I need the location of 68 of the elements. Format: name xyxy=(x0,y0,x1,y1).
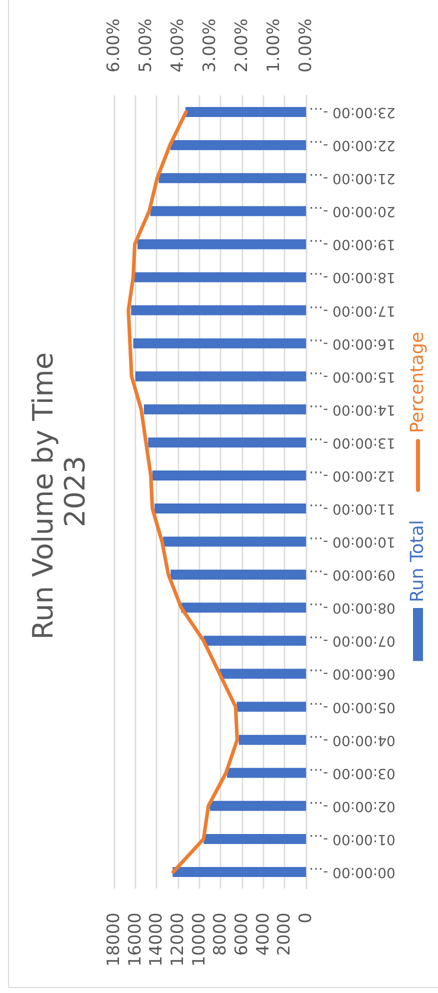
text: Run Volume by Time 2023 xyxy=(26,343,92,640)
y-tick-label: 10:00:00 -… xyxy=(309,534,396,550)
bar xyxy=(150,206,306,216)
bar xyxy=(185,107,306,118)
bar xyxy=(152,470,306,480)
x2-tick-label: 5.00% xyxy=(136,18,156,72)
y-tick-label: 12:00:00 -… xyxy=(309,467,396,484)
bar xyxy=(227,768,306,778)
y-tick-label: 07:00:00 -… xyxy=(309,632,396,649)
text: Percentage xyxy=(407,332,429,433)
y-tick-label: 16:00:00 -… xyxy=(309,335,396,352)
bar xyxy=(135,371,306,382)
x-tick-label: 6000 xyxy=(232,912,252,956)
y-tick-label: 21:00:00 -… xyxy=(309,170,396,186)
y-tick-label: 15:00:00 -… xyxy=(309,368,396,384)
x-tick-label: 8000 xyxy=(210,912,231,956)
y-tick-label: 13:00:00 -… xyxy=(309,434,396,450)
y-tick-label: 18:00:00 -… xyxy=(309,269,396,286)
y-tick-label: 05:00:00 -… xyxy=(309,698,396,715)
bar xyxy=(134,272,306,282)
y-tick-label: 06:00:00 -… xyxy=(309,666,396,682)
y-tick-label: 09:00:00 -… xyxy=(309,566,396,583)
bar xyxy=(204,834,306,844)
bar xyxy=(154,504,306,514)
x2-tick-label: 6.00% xyxy=(104,18,124,72)
y-tick-label: 23:00:00 -… xyxy=(309,104,396,120)
x2-tick-label: 3.00% xyxy=(200,18,220,72)
x-tick-label: 0 xyxy=(296,912,316,924)
bar xyxy=(172,866,306,877)
bar xyxy=(236,702,306,712)
x2-tick-label: 0.00% xyxy=(296,18,316,72)
bar xyxy=(181,602,306,613)
y-tick-label: 14:00:00 -… xyxy=(309,401,396,418)
bar xyxy=(148,437,306,448)
y-tick-label: 22:00:00 -… xyxy=(309,137,396,154)
x2-tick-label: 4.00% xyxy=(168,18,188,72)
bar xyxy=(238,734,306,745)
x2-tick-label: 2.00% xyxy=(232,18,252,72)
bar xyxy=(137,239,306,250)
bar xyxy=(144,404,306,414)
x-tick-label: 10000 xyxy=(189,912,210,967)
y-tick-label: 19:00:00 -… xyxy=(309,236,396,252)
x-tick-label: 12000 xyxy=(168,912,188,967)
y-tick-label: 11:00:00 -… xyxy=(309,500,396,517)
y-tick-label: 04:00:00 -… xyxy=(309,732,396,748)
x-tick-label: 16000 xyxy=(125,912,146,967)
text: Run Total xyxy=(407,520,429,602)
bar xyxy=(204,636,306,646)
y-tick-label: 17:00:00 -… xyxy=(309,302,396,318)
y-tick-label: 08:00:00 -… xyxy=(309,600,396,616)
bar xyxy=(158,173,306,184)
bar xyxy=(210,800,306,811)
bar xyxy=(133,338,306,348)
bar xyxy=(170,140,306,150)
x-tick-label: 2000 xyxy=(274,912,295,956)
bar xyxy=(163,536,306,547)
x-tick-label: 4000 xyxy=(253,912,274,956)
bar xyxy=(220,668,306,679)
x2-tick-label: 1.00% xyxy=(264,18,284,72)
x-tick-label: 18000 xyxy=(104,912,124,967)
y-tick-label: 02:00:00 -… xyxy=(309,798,396,814)
y-tick-label: 20:00:00 -… xyxy=(309,203,396,220)
x-tick-label: 14000 xyxy=(146,912,167,967)
y-tick-label: 03:00:00 -… xyxy=(309,764,396,781)
y-tick-label: 01:00:00 -… xyxy=(309,830,396,847)
bar xyxy=(170,570,306,580)
y-tick-label: 00:00:00 -… xyxy=(309,864,396,880)
bar xyxy=(131,305,306,316)
